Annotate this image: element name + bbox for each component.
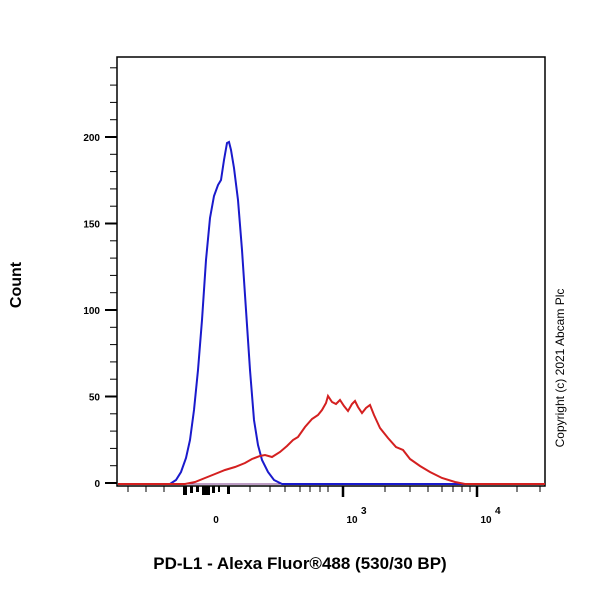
plot-area [116,56,546,487]
x-tick-label-exp: 4 [495,506,501,517]
y-tick-label: 0 [94,479,100,490]
x-tick-label: 10 [346,515,358,526]
x-tick-label-exp: 3 [361,506,367,517]
copyright-notice: Copyright (c) 2021 Abcam Plc [553,288,567,447]
x-axis-label: PD-L1 - Alexa Fluor®488 (530/30 BP) [153,554,447,573]
isotype-histogram-line [118,140,545,485]
stained-histogram-line [118,393,545,485]
y-tick-label: 100 [83,306,100,317]
y-axis-label: Count [8,261,25,309]
y-tick-label: 50 [89,393,101,404]
y-tick-label: 200 [83,133,100,144]
x-tick-label: 10 [480,515,492,526]
y-axis [105,67,117,484]
x-axis [127,486,541,497]
y-tick-label: 150 [83,220,100,231]
x-tick-label: 0 [213,515,219,526]
